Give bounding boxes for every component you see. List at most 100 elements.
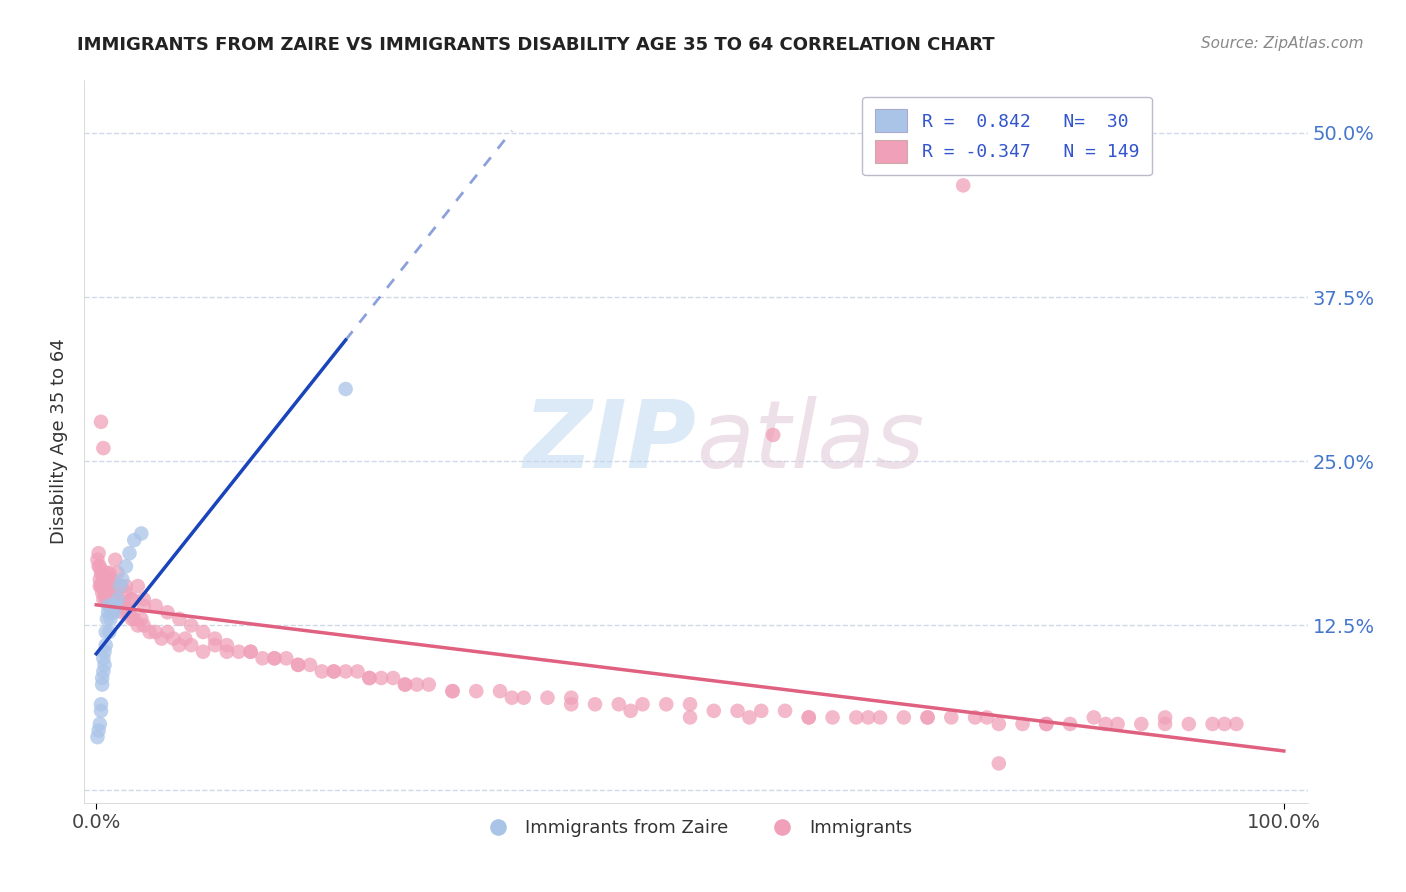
Point [114, 599, 136, 613]
Point [94, 592, 117, 607]
Point [987, 717, 1010, 731]
Point [98, 592, 121, 607]
Point [845, 710, 868, 724]
Point [115, 579, 138, 593]
Point [252, 651, 274, 665]
Point [91, 579, 114, 593]
Point [489, 684, 512, 698]
Point [191, 625, 214, 640]
Point [180, 638, 202, 652]
Point [107, 566, 129, 580]
Point [1213, 717, 1236, 731]
Point [441, 684, 464, 698]
Point [127, 618, 149, 632]
Point [97, 599, 120, 613]
Point [441, 684, 464, 698]
Point [821, 710, 844, 724]
Point [93, 579, 115, 593]
Point [115, 605, 138, 619]
Point [156, 605, 179, 619]
Point [1130, 717, 1153, 731]
Point [107, 592, 129, 607]
Point [749, 704, 772, 718]
Point [1035, 717, 1057, 731]
Point [298, 657, 321, 672]
Point [87, 559, 110, 574]
Point [1059, 717, 1081, 731]
Point [108, 579, 131, 593]
Point [87, 723, 110, 738]
Point [91, 677, 114, 691]
Point [96, 612, 118, 626]
Point [104, 553, 127, 567]
Point [797, 710, 820, 724]
Point [93, 657, 115, 672]
Point [94, 579, 117, 593]
Point [311, 665, 333, 679]
Point [107, 592, 129, 607]
Point [1083, 710, 1105, 724]
Point [963, 710, 986, 724]
Point [370, 671, 392, 685]
Point [976, 710, 998, 724]
Point [1178, 717, 1201, 731]
Point [121, 592, 143, 607]
Point [655, 698, 678, 712]
Point [145, 625, 167, 640]
Point [228, 645, 250, 659]
Point [1011, 717, 1033, 731]
Point [952, 178, 974, 193]
Point [607, 698, 630, 712]
Point [98, 566, 121, 580]
Point [263, 651, 285, 665]
Point [276, 651, 298, 665]
Point [93, 592, 115, 607]
Point [91, 566, 114, 580]
Point [93, 665, 115, 679]
Point [100, 612, 122, 626]
Point [94, 625, 117, 640]
Point [679, 710, 702, 724]
Point [703, 704, 725, 718]
Point [679, 698, 702, 712]
Point [335, 665, 357, 679]
Point [97, 585, 120, 599]
Point [89, 717, 111, 731]
Point [93, 579, 115, 593]
Point [145, 599, 167, 613]
Point [204, 632, 226, 646]
Point [917, 710, 939, 724]
Point [215, 638, 238, 652]
Point [121, 592, 143, 607]
Point [215, 645, 238, 659]
Point [121, 612, 143, 626]
Point [620, 704, 643, 718]
Point [893, 710, 915, 724]
Point [108, 579, 131, 593]
Point [100, 579, 122, 593]
Point [100, 573, 122, 587]
Point [1107, 717, 1129, 731]
Point [107, 599, 129, 613]
Point [180, 618, 202, 632]
Point [406, 677, 429, 691]
Point [127, 579, 149, 593]
Point [465, 684, 488, 698]
Text: Source: ZipAtlas.com: Source: ZipAtlas.com [1201, 36, 1364, 51]
Point [501, 690, 523, 705]
Point [118, 546, 141, 560]
Point [94, 573, 117, 587]
Point [103, 605, 125, 619]
Point [104, 599, 127, 613]
Point [394, 677, 416, 691]
Point [93, 573, 115, 587]
Point [1094, 717, 1116, 731]
Point [108, 599, 131, 613]
Point [941, 710, 963, 724]
Point [382, 671, 405, 685]
Point [115, 559, 138, 574]
Point [191, 645, 214, 659]
Point [97, 579, 120, 593]
Point [132, 592, 155, 607]
Point [174, 632, 197, 646]
